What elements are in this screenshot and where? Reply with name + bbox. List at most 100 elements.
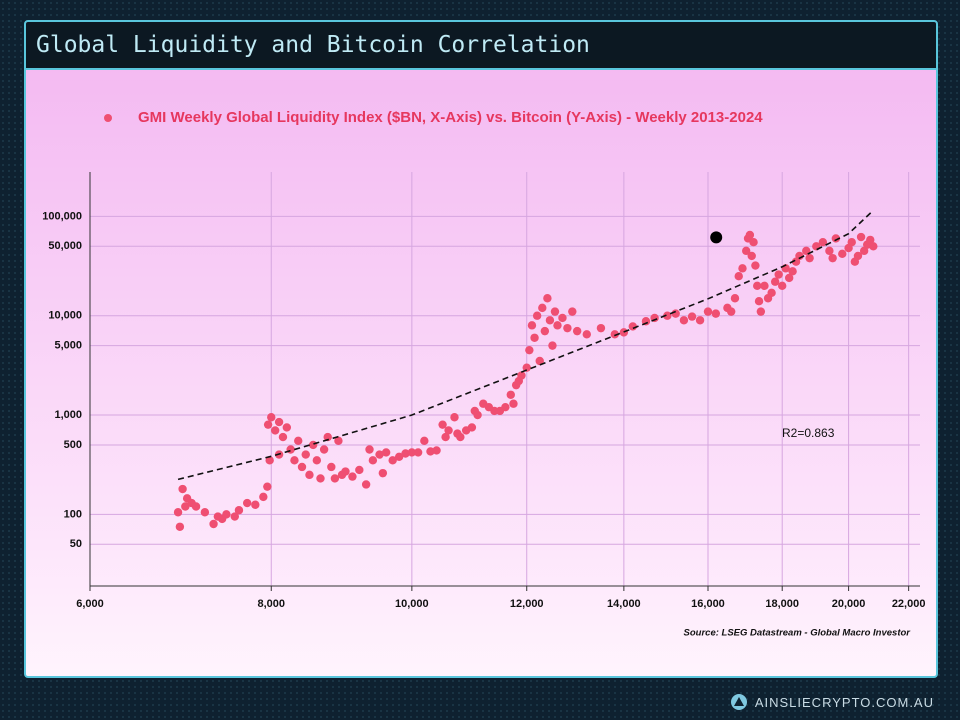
point: [365, 445, 374, 454]
point: [259, 492, 268, 502]
point: [278, 432, 288, 442]
point: [388, 456, 397, 465]
point: [805, 253, 814, 263]
x-tick-label: 22,000: [892, 598, 926, 610]
point: [394, 452, 404, 461]
point: [312, 456, 322, 465]
point: [473, 410, 482, 420]
card: Global Liquidity and Bitcoin Correlation…: [24, 20, 938, 678]
x-tick-label: 16,000: [691, 598, 725, 610]
point: [540, 326, 550, 336]
point: [501, 402, 510, 412]
point: [181, 502, 190, 511]
point: [596, 323, 606, 333]
title: Global Liquidity and Bitcoin Correlation: [36, 32, 590, 58]
point: [778, 281, 787, 291]
point: [767, 288, 776, 298]
point: [341, 467, 350, 476]
point: [751, 261, 760, 270]
y-tick-label: 500: [64, 439, 82, 451]
point: [853, 251, 863, 261]
point: [825, 246, 834, 256]
footer: AINSLIECRYPTO.COM.AU: [730, 694, 934, 710]
point: [671, 309, 680, 318]
point: [749, 237, 758, 247]
point: [730, 294, 740, 303]
point: [263, 420, 273, 429]
point: [738, 264, 747, 273]
point: [234, 506, 244, 515]
point: [754, 297, 764, 306]
point: [441, 432, 450, 442]
point: [530, 333, 539, 342]
point: [517, 371, 526, 380]
point: [869, 242, 878, 251]
point: [831, 234, 841, 243]
point: [572, 326, 582, 336]
y-tick-label: 100: [64, 508, 82, 520]
point: [734, 272, 743, 281]
point: [745, 230, 755, 240]
point: [381, 448, 391, 457]
point: [610, 330, 619, 339]
y-tick-label: 10,000: [48, 310, 82, 322]
x-tick-label: 6,000: [76, 598, 104, 610]
point: [290, 456, 299, 465]
point: [378, 468, 388, 478]
point: [545, 316, 555, 325]
point: [628, 322, 637, 331]
point: [828, 253, 837, 263]
trendline: [177, 209, 874, 481]
point: [538, 303, 547, 313]
point: [355, 465, 364, 475]
point: [222, 510, 231, 519]
point: [175, 522, 185, 531]
y-tick-label: 50,000: [48, 240, 82, 252]
point: [200, 508, 210, 517]
point: [838, 249, 847, 259]
point: [242, 498, 252, 508]
point: [726, 307, 736, 316]
point: [509, 399, 518, 408]
point: [368, 456, 378, 465]
x-tick-label: 18,000: [765, 598, 799, 610]
point: [467, 423, 477, 432]
x-tick-label: 14,000: [607, 598, 641, 610]
point: [438, 420, 447, 429]
point: [178, 484, 187, 494]
point: [308, 440, 318, 450]
y-tick-label: 5,000: [54, 340, 82, 352]
point: [687, 312, 697, 321]
y-tick-label: 1,000: [54, 409, 82, 421]
point: [535, 356, 544, 366]
source: Source: LSEG Datastream - Global Macro I…: [684, 628, 912, 639]
point: [319, 445, 329, 454]
point: [444, 426, 453, 435]
point: [795, 251, 804, 261]
annotation: R2=0.863: [782, 426, 835, 440]
point: [774, 270, 783, 279]
point: [274, 417, 284, 427]
point: [173, 508, 183, 517]
point: [301, 450, 310, 459]
point: [679, 316, 689, 325]
point: [327, 462, 336, 472]
point: [553, 321, 562, 330]
point: [760, 281, 769, 291]
chart: 6,000 8,000 10,000 12,000 14,000 16,000 18,000…: [42, 109, 926, 639]
point: [450, 413, 459, 422]
point: [522, 363, 531, 372]
point: [191, 502, 201, 511]
point: [305, 470, 314, 480]
point: [563, 323, 572, 333]
point: [334, 436, 343, 446]
point: [747, 251, 756, 261]
point: [550, 307, 560, 316]
point: [695, 316, 705, 325]
point: [703, 307, 713, 316]
point: [282, 423, 292, 432]
y-tick-label: 100,000: [42, 210, 82, 222]
point: [230, 512, 239, 521]
x-tick-label: 8,000: [257, 598, 285, 610]
point: [756, 307, 766, 316]
